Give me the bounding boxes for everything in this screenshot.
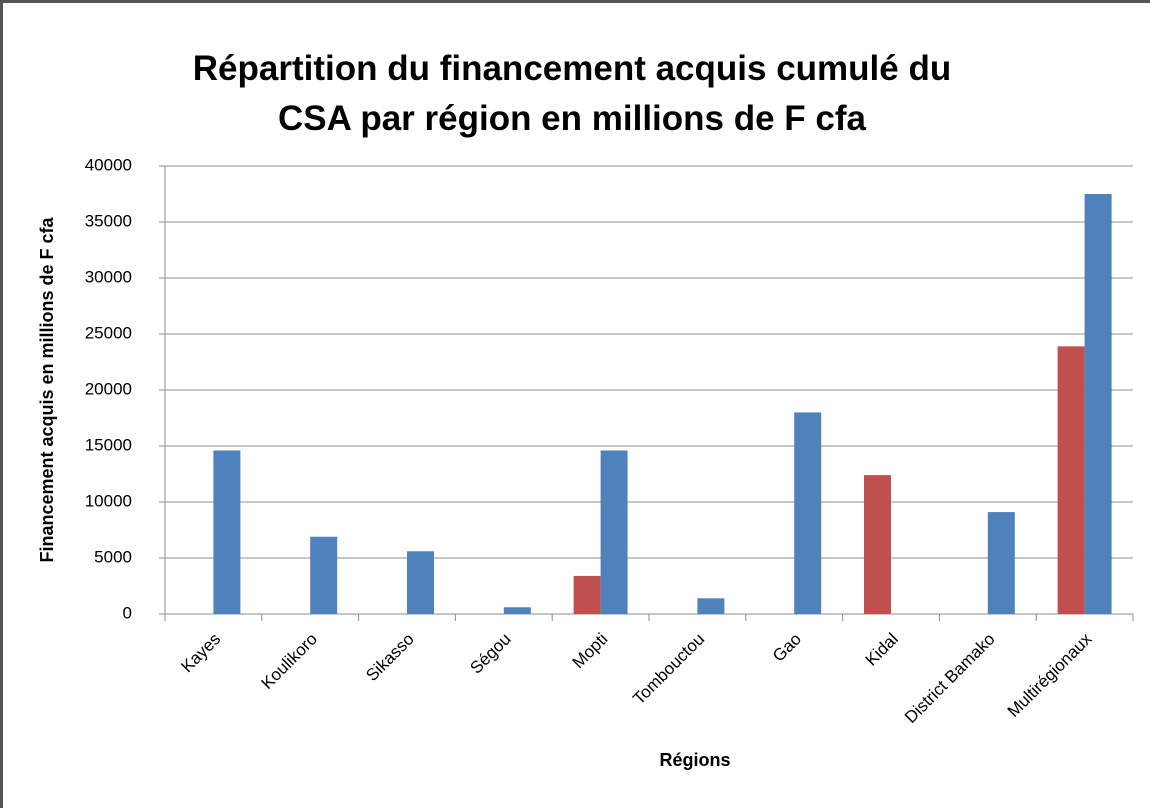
y-tick-label: 30000 [85, 267, 132, 286]
bar [310, 536, 338, 614]
y-tick-label: 25000 [85, 323, 132, 342]
bar [213, 450, 241, 614]
bar [573, 575, 601, 614]
bar [407, 551, 434, 614]
chart-title: CSA par région en millions de F cfa [278, 99, 867, 138]
y-tick-label: 35000 [85, 211, 132, 230]
y-tick-label: 5000 [94, 547, 132, 566]
y-tick-label: 0 [123, 603, 132, 622]
bar [1057, 346, 1085, 614]
y-tick-label: 20000 [85, 379, 132, 398]
y-tick-label: 15000 [85, 435, 132, 454]
bar [794, 412, 822, 614]
bar [987, 512, 1015, 614]
bar [697, 598, 725, 614]
bar [1084, 194, 1112, 614]
y-axis-title: Financement acquis en millions de F cfa [37, 216, 57, 562]
bar [600, 450, 628, 614]
bar [864, 475, 891, 614]
x-axis-title: Régions [659, 750, 730, 770]
chart-title: Répartition du financement acquis cumulé… [193, 49, 951, 88]
y-tick-label: 40000 [85, 155, 132, 174]
y-tick-label: 10000 [85, 491, 132, 510]
bar [503, 607, 531, 614]
